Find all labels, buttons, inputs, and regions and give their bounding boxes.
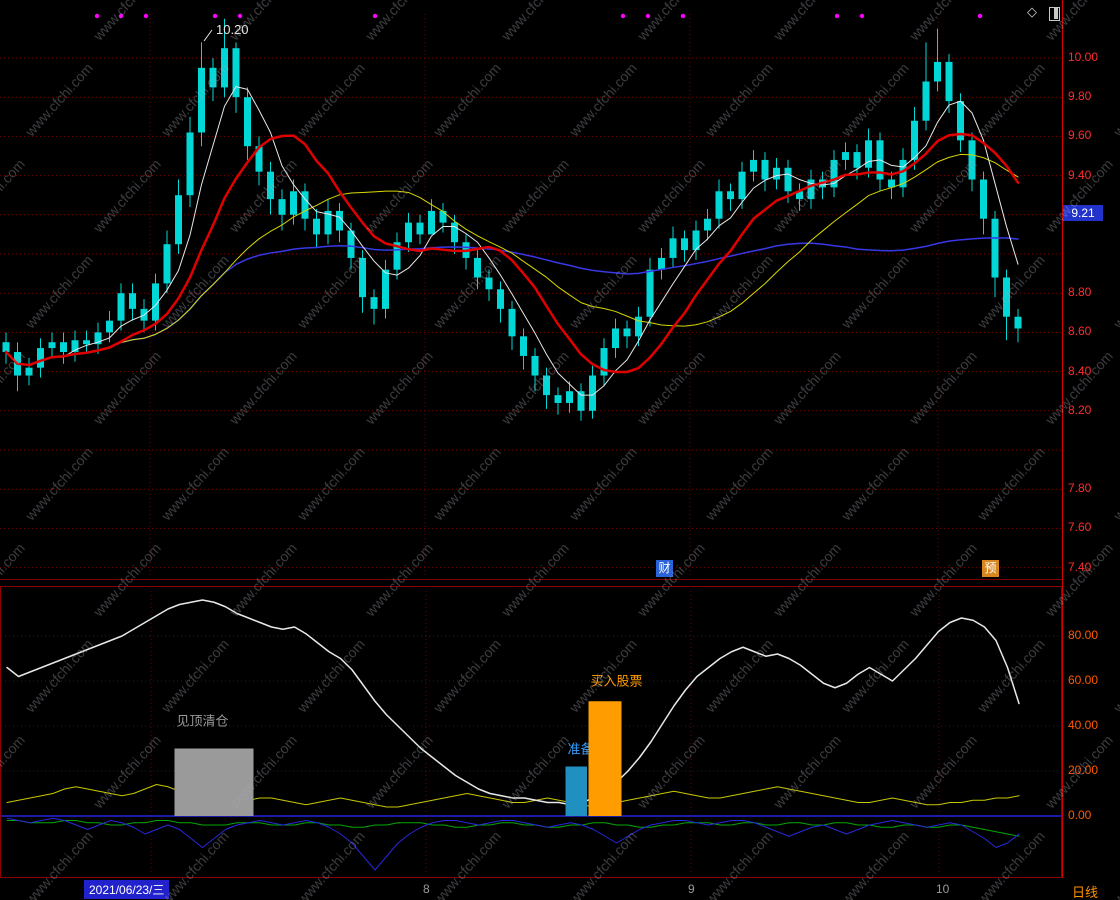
indicator-axis-label: 20.00 <box>1068 763 1099 777</box>
date-badge[interactable]: 2021/06/23/三 <box>84 880 170 899</box>
indicator-axis-label: 80.00 <box>1068 628 1099 642</box>
axis-border-line <box>1062 0 1063 878</box>
blue-line <box>6 817 1020 871</box>
price-gridlines <box>0 14 1062 578</box>
month-label: 10 <box>936 882 950 896</box>
price-axis-label: 9.40 <box>1068 167 1092 182</box>
price-axis-label: 8.20 <box>1068 402 1092 417</box>
time-axis-bar: 2021/06/23/三 日线 8 9 10 <box>0 878 1120 900</box>
green-line <box>6 820 1020 837</box>
MA-signal-red <box>4 132 1020 374</box>
signal-dots <box>94 13 983 19</box>
event-badge-1[interactable]: 预 <box>982 560 999 577</box>
signal-label-2: 买入股票 <box>591 673 643 688</box>
yellow-line <box>6 784 1020 808</box>
peak-price-annotation: 10.20 <box>216 22 249 37</box>
signal-label-0: 见顶清仓 <box>177 714 229 729</box>
price-chart-svg: 10.20 <box>0 13 1062 578</box>
price-axis-label: 9.80 <box>1068 89 1092 104</box>
price-axis-label: 8.80 <box>1068 285 1092 300</box>
price-axis-label: 8.60 <box>1068 324 1092 339</box>
indicator-axis-label: 0.00 <box>1068 808 1092 822</box>
indicator-axis-label: 60.00 <box>1068 673 1099 687</box>
MA-mid-yellow <box>5 153 1019 366</box>
diamond-icon[interactable]: ◇ <box>1027 4 1037 19</box>
price-axis-label: 9.60 <box>1068 128 1092 143</box>
price-axis-label: 7.80 <box>1068 481 1092 496</box>
candles-layer <box>2 18 1022 421</box>
panel-divider <box>0 579 1062 580</box>
price-chart-panel[interactable]: 10.20 <box>0 0 1062 580</box>
signal-bar-2 <box>588 701 622 816</box>
price-axis-label: 7.60 <box>1068 520 1092 535</box>
event-badge-0[interactable]: 财 <box>656 560 673 577</box>
white-line <box>6 599 1020 806</box>
indicator-axis-label: 40.00 <box>1068 718 1099 732</box>
price-axis-label: 7.40 <box>1068 559 1092 574</box>
right-price-axis: 10.00 9.80 9.60 9.40 8.80 8.60 8.40 8.20 7.80 7.6… <box>1062 0 1120 878</box>
signal-bar-0 <box>174 748 254 816</box>
signal-bar-1 <box>565 766 587 816</box>
month-label: 9 <box>688 882 695 896</box>
month-label: 8 <box>423 882 430 896</box>
price-axis-label: 10.00 <box>1068 50 1099 64</box>
indicator-gridlines <box>1 591 1061 873</box>
price-axis-label: 8.40 <box>1068 363 1092 378</box>
indicator-panel[interactable]: 见顶清仓准备买入买入股票 <box>0 586 1062 878</box>
current-price-badge: 9.21 <box>1063 205 1103 221</box>
period-label[interactable]: 日线 <box>1072 885 1099 900</box>
window-panel-icon[interactable] <box>1049 7 1060 21</box>
indicator-svg: 见顶清仓准备买入买入股票 <box>1 591 1061 873</box>
